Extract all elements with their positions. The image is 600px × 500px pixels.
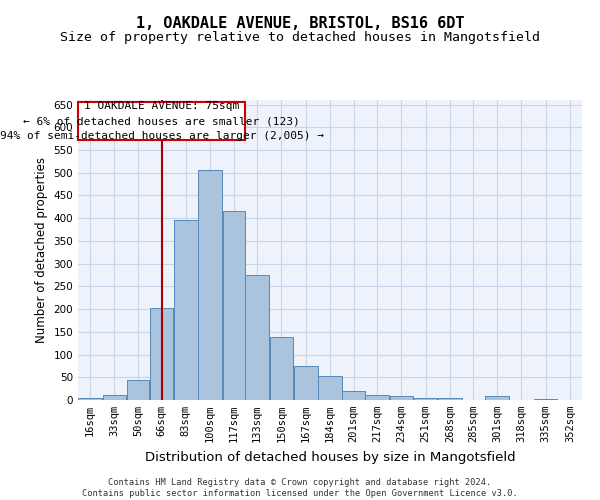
Bar <box>245 275 269 400</box>
Bar <box>174 220 197 400</box>
Bar <box>365 394 389 400</box>
Bar <box>343 391 365 400</box>
Bar <box>318 376 342 400</box>
Bar <box>223 212 245 400</box>
FancyBboxPatch shape <box>78 102 245 140</box>
Bar <box>534 398 557 400</box>
Text: 1 OAKDALE AVENUE: 75sqm
← 6% of detached houses are smaller (123)
94% of semi-de: 1 OAKDALE AVENUE: 75sqm ← 6% of detached… <box>0 102 323 141</box>
Bar <box>103 396 126 400</box>
Bar <box>389 396 413 400</box>
Bar <box>127 380 149 400</box>
Bar <box>269 338 293 400</box>
Bar <box>150 308 173 400</box>
Text: 1, OAKDALE AVENUE, BRISTOL, BS16 6DT: 1, OAKDALE AVENUE, BRISTOL, BS16 6DT <box>136 16 464 31</box>
Bar <box>485 396 509 400</box>
Bar <box>79 398 102 400</box>
Text: Contains HM Land Registry data © Crown copyright and database right 2024.
Contai: Contains HM Land Registry data © Crown c… <box>82 478 518 498</box>
Bar <box>414 398 437 400</box>
X-axis label: Distribution of detached houses by size in Mangotsfield: Distribution of detached houses by size … <box>145 450 515 464</box>
Y-axis label: Number of detached properties: Number of detached properties <box>35 157 48 343</box>
Bar <box>198 170 222 400</box>
Bar <box>294 366 317 400</box>
Bar <box>438 398 462 400</box>
Text: Size of property relative to detached houses in Mangotsfield: Size of property relative to detached ho… <box>60 31 540 44</box>
